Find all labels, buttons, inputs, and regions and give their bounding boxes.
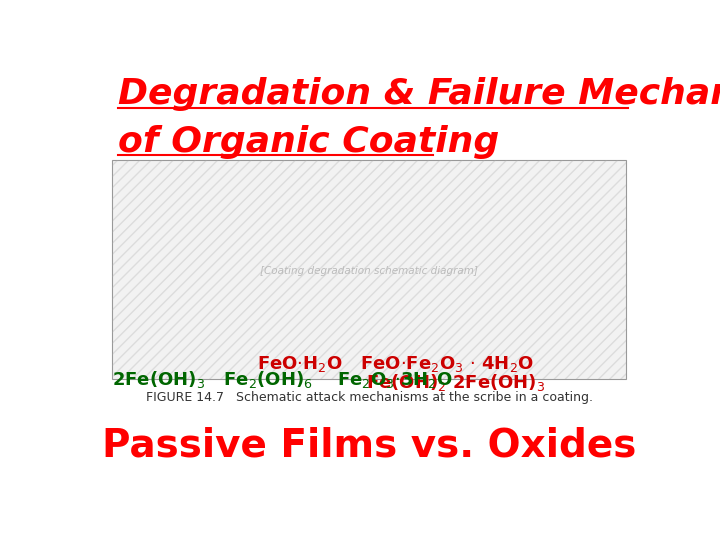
Text: [Coating degradation schematic diagram]: [Coating degradation schematic diagram]: [260, 266, 478, 275]
Text: FeO$\cdot$H$_2$O   FeO$\cdot$Fe$_2$O$_3$ $\cdot$ 4H$_2$O: FeO$\cdot$H$_2$O FeO$\cdot$Fe$_2$O$_3$ $…: [258, 354, 534, 374]
Text: Fe(OH)$_2$ 2Fe(OH)$_3$: Fe(OH)$_2$ 2Fe(OH)$_3$: [366, 372, 546, 393]
Text: Degradation & Failure Mechanism: Degradation & Failure Mechanism: [118, 77, 720, 111]
Text: of Organic Coating: of Organic Coating: [118, 125, 499, 159]
FancyBboxPatch shape: [112, 160, 626, 379]
Text: FIGURE 14.7   Schematic attack mechanisms at the scribe in a coating.: FIGURE 14.7 Schematic attack mechanisms …: [145, 391, 593, 404]
Text: 2Fe(OH)$_3$   Fe$_2$(OH)$_6$    Fe$_2$O$_3$$\cdot$3H$_2$O: 2Fe(OH)$_3$ Fe$_2$(OH)$_6$ Fe$_2$O$_3$$\…: [112, 369, 453, 390]
Text: Passive Films vs. Oxides: Passive Films vs. Oxides: [102, 427, 636, 464]
